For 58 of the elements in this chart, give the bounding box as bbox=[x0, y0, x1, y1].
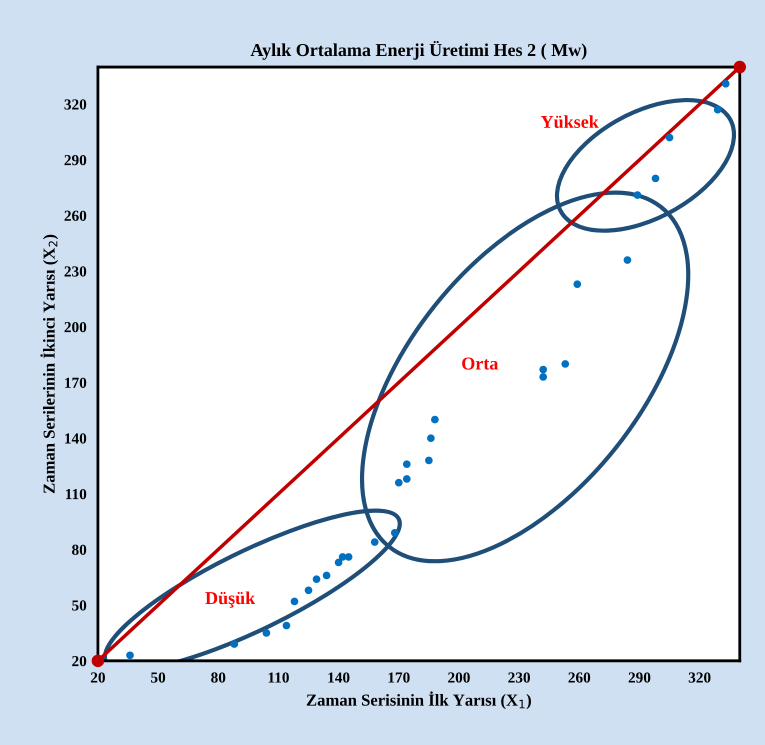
point bbox=[312, 575, 320, 583]
point bbox=[734, 60, 746, 74]
point bbox=[427, 434, 435, 442]
point bbox=[403, 475, 411, 483]
y-tick-label: 110 bbox=[66, 488, 86, 500]
point bbox=[539, 373, 547, 381]
point bbox=[539, 366, 547, 374]
point bbox=[403, 460, 411, 468]
point bbox=[425, 456, 433, 464]
annotation: Orta bbox=[462, 358, 498, 370]
y-tick-label: 230 bbox=[64, 266, 86, 277]
y-tick-label: 80 bbox=[72, 544, 86, 555]
point bbox=[666, 134, 674, 142]
point bbox=[652, 174, 660, 182]
point bbox=[370, 538, 379, 546]
y-tick-label: 20 bbox=[72, 656, 86, 666]
x-tick-label: 110 bbox=[268, 672, 289, 683]
y-tick-label: 260 bbox=[64, 210, 86, 221]
x-tick-label: 50 bbox=[151, 672, 166, 683]
y-tick-label: 140 bbox=[65, 433, 86, 444]
x-tick-label: 20 bbox=[90, 672, 105, 683]
x-tick-label: 320 bbox=[688, 672, 711, 683]
point bbox=[714, 106, 722, 114]
y-tick-label: 170 bbox=[65, 378, 86, 388]
y-tick-label: 290 bbox=[64, 154, 86, 166]
x-tick-label: 140 bbox=[328, 672, 350, 683]
point bbox=[722, 80, 730, 88]
annotation: Yüksek bbox=[540, 115, 599, 128]
x-tick-label: 230 bbox=[508, 672, 530, 683]
point bbox=[390, 528, 399, 537]
x-tick-label: 170 bbox=[388, 672, 410, 683]
point bbox=[322, 572, 330, 580]
point bbox=[394, 478, 403, 486]
x-tick-label: 290 bbox=[628, 672, 650, 683]
point bbox=[282, 622, 290, 630]
point bbox=[573, 280, 582, 288]
y-tick-label: 320 bbox=[64, 99, 86, 110]
y-tick-label: 50 bbox=[72, 600, 86, 611]
point bbox=[262, 629, 270, 637]
y-axis-title: Zaman Serilerinin İkinci Yarısı (X$_{2}$) bbox=[40, 234, 58, 494]
y-tick-label: 200 bbox=[64, 322, 86, 332]
x-tick-label: 260 bbox=[568, 672, 590, 683]
point bbox=[304, 586, 312, 594]
point bbox=[344, 553, 352, 561]
point bbox=[230, 640, 238, 648]
point bbox=[431, 416, 439, 424]
point bbox=[634, 191, 642, 199]
x-tick-label: 200 bbox=[448, 672, 470, 683]
point bbox=[334, 558, 342, 566]
point bbox=[126, 651, 134, 660]
annotation: Düşük bbox=[205, 591, 256, 608]
point bbox=[624, 256, 632, 264]
x-axis-title: Zaman Serisinin İlk Yarısı (X$_{1}$) bbox=[306, 691, 531, 710]
point bbox=[561, 360, 570, 368]
point bbox=[290, 598, 298, 606]
chart-title: Aylık Ortalama Enerji Üretimi Hes 2 ( Mw) bbox=[250, 40, 586, 60]
point bbox=[92, 654, 104, 668]
x-tick-label: 80 bbox=[211, 672, 226, 683]
